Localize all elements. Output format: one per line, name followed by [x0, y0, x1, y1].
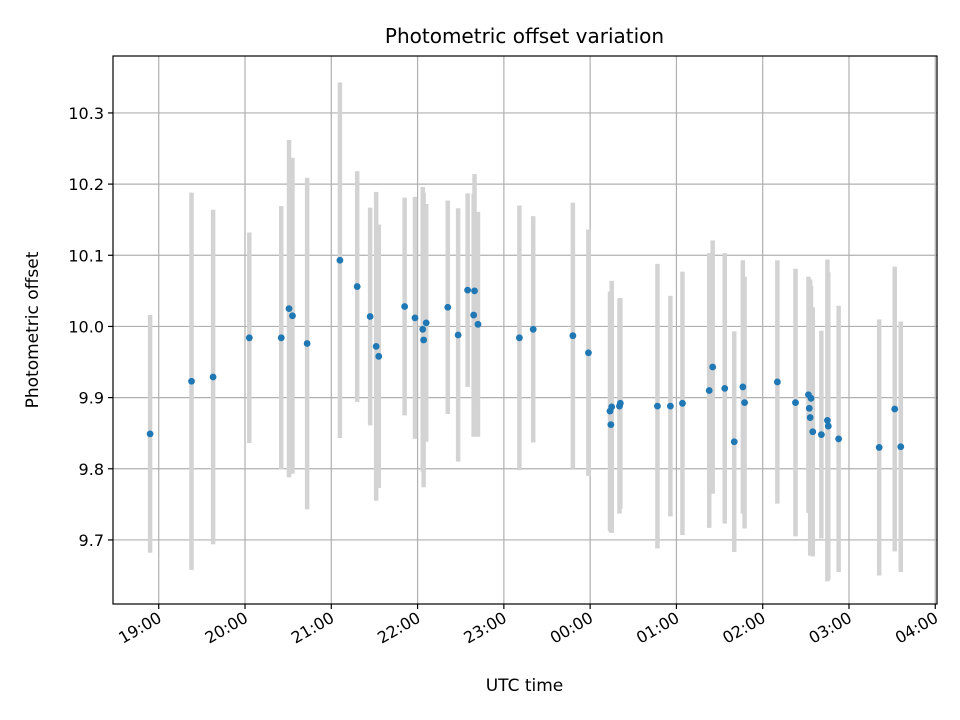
- data-point: [146, 430, 154, 438]
- data-point: [464, 286, 472, 294]
- data-point: [809, 428, 817, 436]
- y-tick-label: 9.8: [79, 460, 104, 479]
- y-tick-label: 10.3: [68, 104, 104, 123]
- data-point: [721, 384, 729, 392]
- data-point: [824, 422, 832, 430]
- data-point: [188, 377, 195, 385]
- data-point: [353, 283, 361, 290]
- data-point: [289, 312, 296, 320]
- data-point: [835, 435, 843, 443]
- data-point: [824, 416, 831, 424]
- data-point: [741, 399, 748, 406]
- data-point: [375, 352, 383, 360]
- y-axis-label: Photometric offset: [23, 251, 43, 408]
- y-tick-label: 10.2: [68, 175, 104, 194]
- data-point: [336, 256, 344, 264]
- data-point: [792, 399, 799, 406]
- x-axis-label: UTC time: [486, 676, 564, 696]
- data-point: [607, 421, 615, 429]
- y-tick-label: 9.9: [79, 389, 104, 408]
- data-point: [585, 349, 592, 357]
- data-point: [209, 373, 217, 381]
- data-point: [470, 311, 478, 319]
- data-point: [679, 399, 686, 407]
- grid: [113, 56, 937, 604]
- data-point: [529, 325, 537, 333]
- data-point: [739, 383, 747, 391]
- data-point: [411, 314, 419, 322]
- data-point: [454, 331, 462, 339]
- data-point: [277, 334, 285, 342]
- data-point: [419, 325, 427, 333]
- data-point: [471, 287, 478, 295]
- chart-title: Photometric offset variation: [385, 24, 664, 48]
- data-point: [817, 431, 825, 439]
- data-point: [730, 438, 738, 446]
- data-point: [401, 303, 409, 310]
- data-point: [654, 402, 661, 410]
- data-point: [897, 443, 905, 451]
- data-point: [705, 387, 713, 394]
- data-point: [616, 399, 624, 407]
- data-point: [666, 402, 674, 410]
- data-point: [773, 378, 781, 386]
- plot-frame: [112, 55, 938, 605]
- y-tick-label: 10.0: [68, 317, 104, 336]
- data-point: [285, 305, 293, 313]
- data-point: [515, 334, 523, 342]
- data-point: [372, 342, 380, 350]
- data-point: [807, 394, 815, 402]
- data-point: [422, 319, 430, 327]
- data-point: [303, 340, 311, 347]
- data-point: [875, 444, 883, 451]
- data-point: [420, 336, 428, 344]
- y-tick-label: 9.7: [79, 531, 104, 550]
- y-tick-label: 10.1: [68, 246, 104, 265]
- data-points: [146, 256, 905, 451]
- data-point: [891, 405, 899, 413]
- data-point: [444, 303, 452, 311]
- data-point: [709, 363, 717, 371]
- data-point: [805, 404, 813, 412]
- data-point: [366, 313, 374, 320]
- data-point: [608, 403, 616, 411]
- data-point: [474, 320, 482, 328]
- data-point: [569, 332, 577, 340]
- data-point: [806, 414, 814, 421]
- data-point: [245, 334, 253, 342]
